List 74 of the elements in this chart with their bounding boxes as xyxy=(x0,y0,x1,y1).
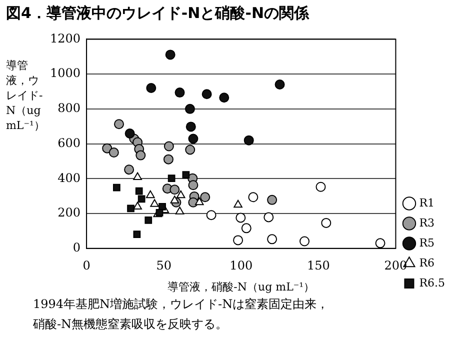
point xyxy=(244,135,254,146)
point xyxy=(321,218,332,228)
y-tick-label: 1000 xyxy=(50,66,81,80)
point xyxy=(185,144,196,155)
point xyxy=(188,180,198,190)
point xyxy=(182,171,190,179)
legend-label: R5 xyxy=(419,236,435,250)
point xyxy=(194,197,204,206)
point xyxy=(176,190,186,198)
point xyxy=(300,236,310,246)
point xyxy=(188,134,198,144)
point xyxy=(236,212,246,223)
point xyxy=(267,194,278,205)
point xyxy=(163,154,174,164)
point xyxy=(202,89,212,100)
chart-title: 図4．導管液中のウレイド-Nと硝酸-Nの関係 xyxy=(6,4,309,23)
y-tick-label: 200 xyxy=(58,206,81,220)
y-tick-label: 0 xyxy=(72,240,81,255)
point xyxy=(186,122,196,132)
legend-label: R6.5 xyxy=(419,276,446,290)
point xyxy=(146,190,155,198)
x-tick-label: 50 xyxy=(156,258,172,273)
x-tick-label: 0 xyxy=(82,258,90,273)
point xyxy=(164,141,174,152)
point xyxy=(241,223,252,234)
point xyxy=(146,83,156,94)
y-tick-label: 1200 xyxy=(50,31,81,46)
point xyxy=(264,212,274,222)
point xyxy=(124,164,134,175)
point xyxy=(206,210,216,220)
point xyxy=(108,148,119,158)
point xyxy=(138,195,146,203)
x-tick-label: 150 xyxy=(306,258,330,273)
x-tick-label: 200 xyxy=(384,258,408,273)
point xyxy=(165,50,176,60)
point xyxy=(133,172,142,180)
point xyxy=(267,234,278,244)
text: 1994年基肥N増施試験，ウレイド-Nは窒素固定由来， xyxy=(33,296,329,313)
point xyxy=(114,119,124,130)
point xyxy=(219,92,230,103)
point xyxy=(274,80,285,90)
point xyxy=(234,200,242,208)
point xyxy=(156,208,164,216)
point xyxy=(375,238,386,248)
point xyxy=(136,150,146,160)
point xyxy=(175,206,184,214)
legend-label: R1 xyxy=(419,196,435,210)
x-tick-label: 100 xyxy=(230,258,253,273)
y-tick-label: 400 xyxy=(58,170,81,185)
x-axis-title: 導管液，硝酸-N（ug mL⁻¹） xyxy=(168,280,315,294)
point xyxy=(316,182,326,192)
point xyxy=(184,104,195,114)
point xyxy=(170,196,180,204)
point xyxy=(133,230,141,238)
point xyxy=(233,235,244,246)
y-axis-title: 導管液，ウレイド-N（ug mL⁻¹） xyxy=(6,58,46,133)
y-tick-label: 800 xyxy=(58,101,81,116)
point xyxy=(150,199,159,207)
legend-label: R3 xyxy=(419,216,435,230)
point xyxy=(113,184,120,192)
point xyxy=(168,174,176,182)
point xyxy=(200,192,210,202)
point xyxy=(170,184,180,195)
point xyxy=(133,202,142,210)
point xyxy=(158,203,166,210)
y-tick-label: 600 xyxy=(58,136,81,150)
point xyxy=(124,128,135,139)
point xyxy=(144,216,152,224)
point xyxy=(174,88,185,98)
point xyxy=(127,204,134,212)
point xyxy=(135,187,143,195)
text: 硝酸-N無機態窒素吸収を反映する。 xyxy=(33,316,228,333)
legend-label: R6 xyxy=(419,256,435,270)
point xyxy=(248,192,258,202)
